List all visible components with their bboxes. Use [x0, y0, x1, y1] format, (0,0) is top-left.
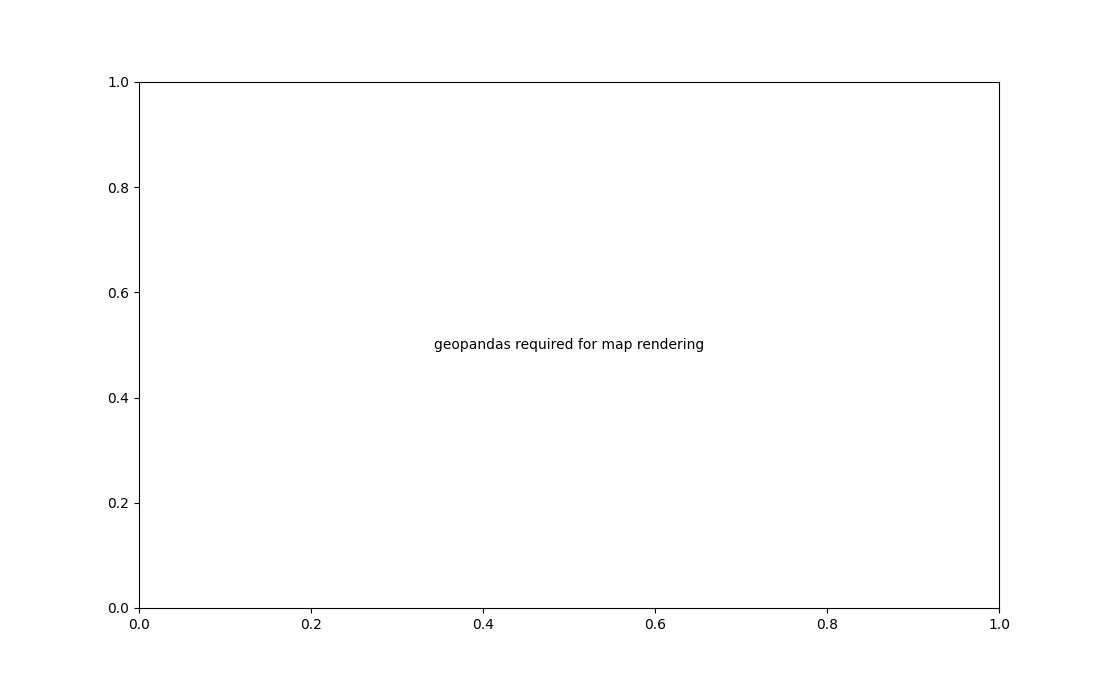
Text: geopandas required for map rendering: geopandas required for map rendering — [434, 338, 704, 352]
